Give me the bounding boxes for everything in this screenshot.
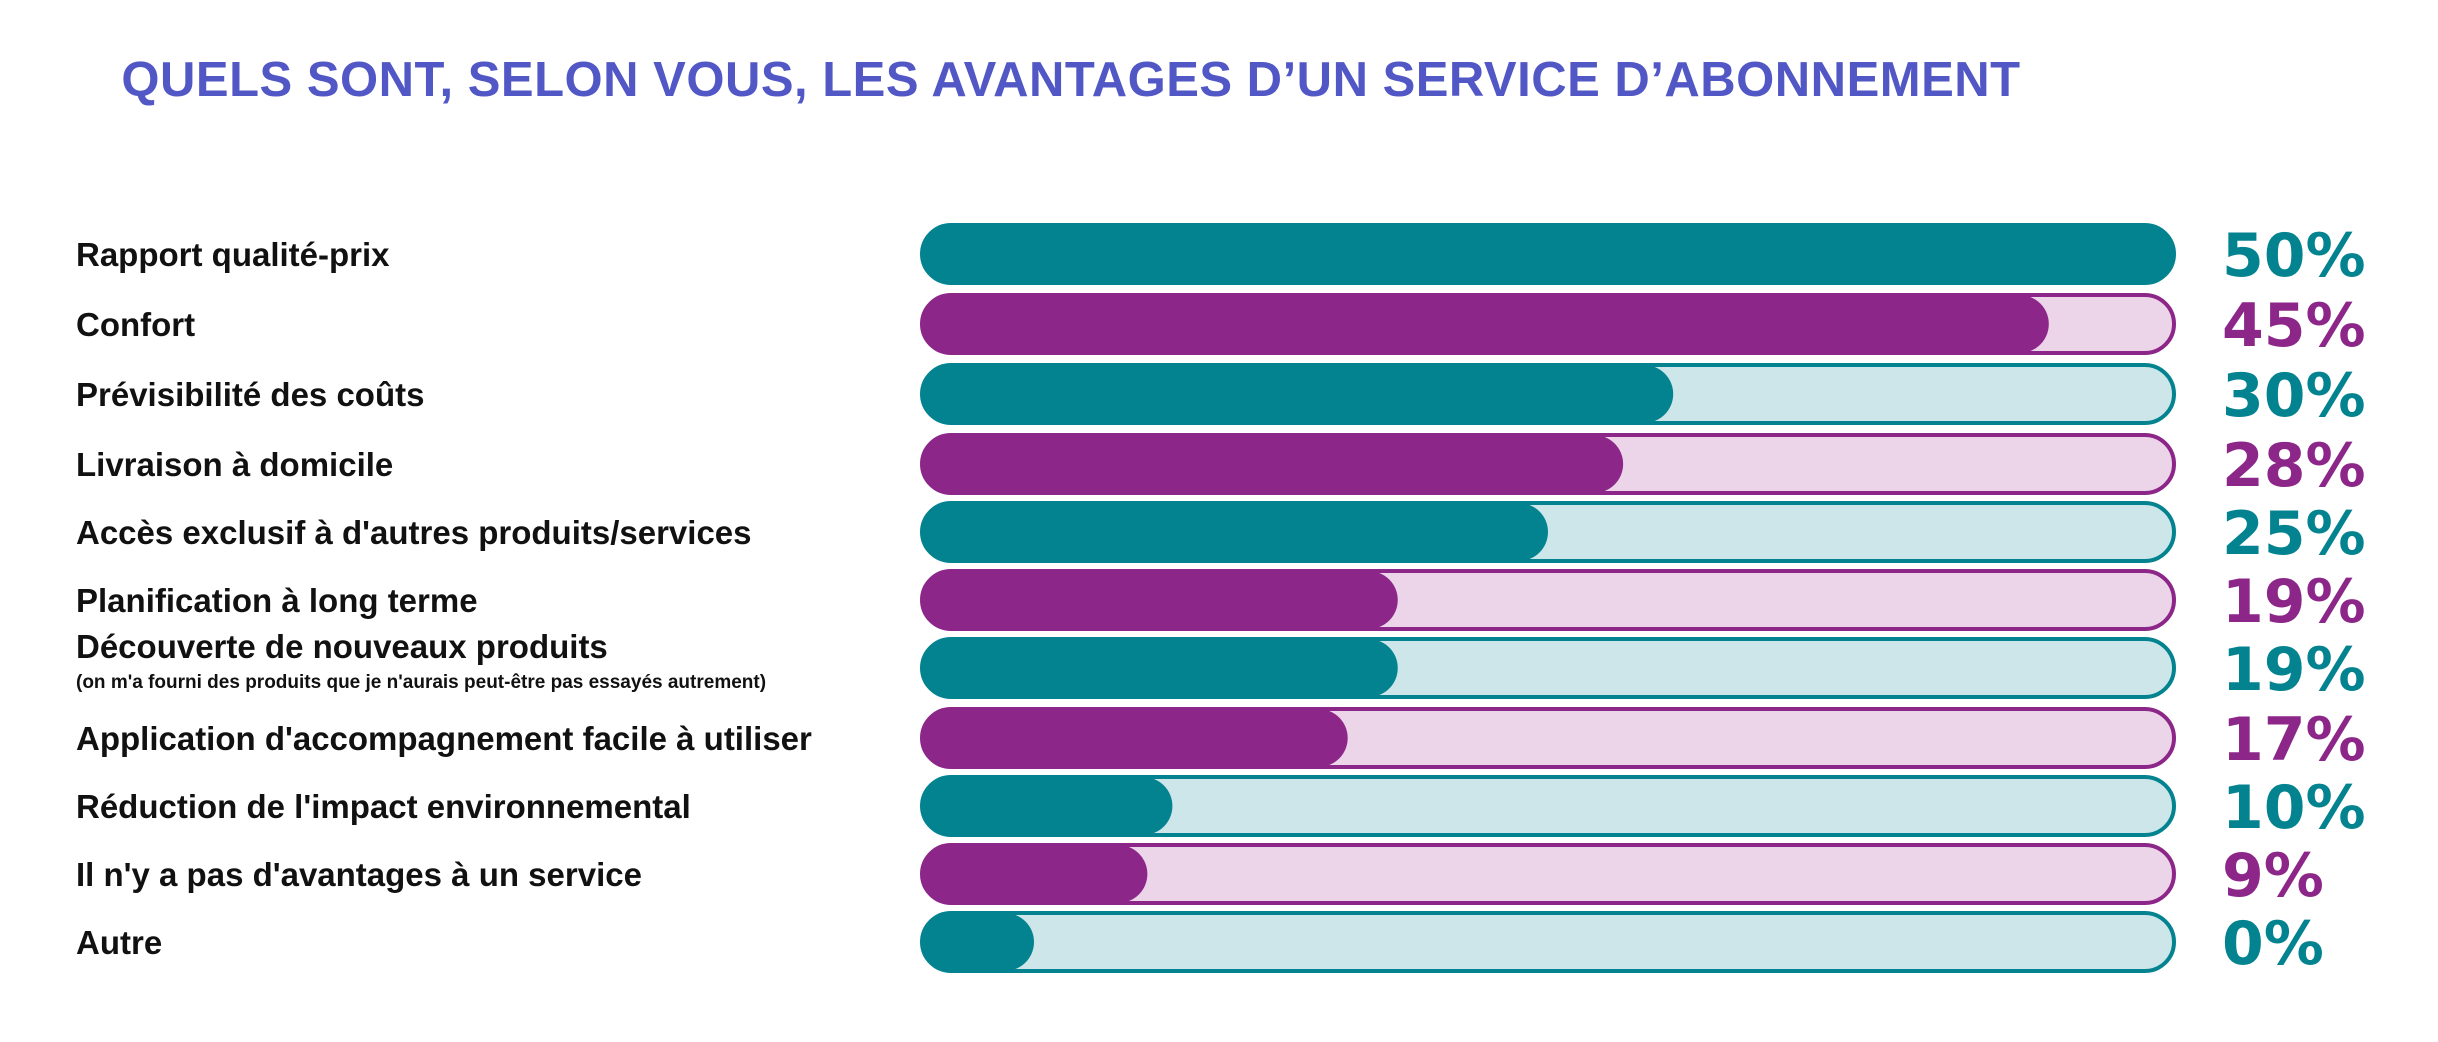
bar-11 xyxy=(922,913,1034,971)
value-label: 30% xyxy=(2222,361,2366,431)
bar-2 xyxy=(922,295,2049,353)
bar-5 xyxy=(922,503,1548,561)
category-label: Livraison à domicile xyxy=(76,446,393,483)
category-label: Application d'accompagnement facile à ut… xyxy=(76,720,812,757)
bar-9 xyxy=(922,777,1173,835)
bar-4 xyxy=(922,435,1624,493)
category-label: Planification à long terme xyxy=(76,582,478,619)
bar-3 xyxy=(922,365,1674,423)
bar-6 xyxy=(922,571,1398,629)
value-label: 19% xyxy=(2222,635,2366,705)
bar-7 xyxy=(922,639,1398,697)
category-label: Autre xyxy=(76,924,162,961)
value-label: 25% xyxy=(2222,499,2366,569)
value-label: 9% xyxy=(2222,841,2324,911)
value-label: 17% xyxy=(2222,705,2366,775)
value-label: 50% xyxy=(2222,221,2366,291)
category-label: Confort xyxy=(76,306,195,343)
bar-track xyxy=(920,911,2176,973)
bar-1 xyxy=(922,225,2174,283)
value-label: 10% xyxy=(2222,773,2366,843)
category-label: Découverte de nouveaux produits xyxy=(76,628,608,665)
category-sublabel: (on m'a fourni des produits que je n'aur… xyxy=(76,672,766,693)
bar-8 xyxy=(922,709,1348,767)
category-label: Prévisibilité des coûts xyxy=(76,376,424,413)
category-label: Il n'y a pas d'avantages à un service xyxy=(76,856,642,893)
category-label: Réduction de l'impact environnemental xyxy=(76,788,691,825)
value-label: 19% xyxy=(2222,567,2366,637)
category-label: Accès exclusif à d'autres produits/servi… xyxy=(76,514,752,551)
value-label: 45% xyxy=(2222,291,2366,361)
chart-title: QUELS SONT, SELON VOUS, LES AVANTAGES D’… xyxy=(121,53,2021,107)
category-label: Rapport qualité-prix xyxy=(76,236,390,273)
value-label: 28% xyxy=(2222,431,2366,501)
bar-10 xyxy=(922,845,1148,903)
value-label: 0% xyxy=(2222,909,2324,979)
